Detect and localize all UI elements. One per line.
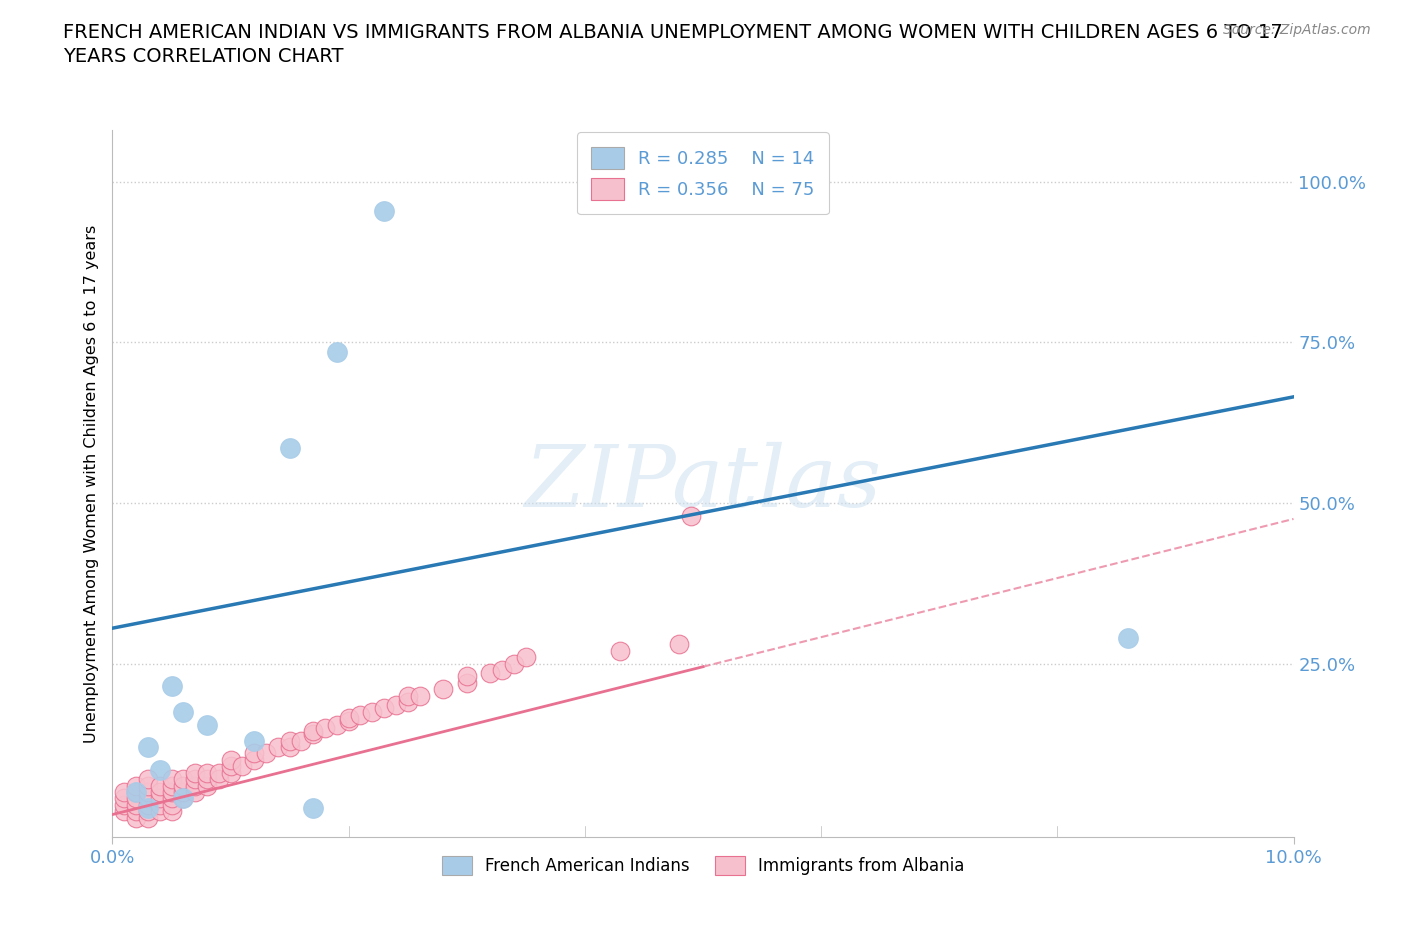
- Point: [314, 721, 336, 736]
- Point: [125, 791, 148, 806]
- Point: [184, 778, 207, 793]
- Point: [254, 746, 277, 761]
- Point: [208, 765, 231, 780]
- Point: [219, 752, 242, 767]
- Point: [172, 791, 194, 806]
- Point: [160, 797, 183, 812]
- Point: [172, 704, 194, 719]
- Point: [326, 344, 349, 359]
- Text: ZIPatlas: ZIPatlas: [524, 443, 882, 525]
- Point: [503, 656, 526, 671]
- Point: [160, 778, 183, 793]
- Point: [136, 791, 159, 806]
- Point: [373, 701, 395, 716]
- Point: [172, 791, 194, 806]
- Point: [149, 804, 172, 818]
- Legend: French American Indians, Immigrants from Albania: French American Indians, Immigrants from…: [429, 843, 977, 889]
- Point: [302, 801, 325, 816]
- Point: [456, 669, 478, 684]
- Point: [149, 778, 172, 793]
- Point: [243, 746, 266, 761]
- Point: [668, 637, 690, 652]
- Y-axis label: Unemployment Among Women with Children Ages 6 to 17 years: Unemployment Among Women with Children A…: [83, 224, 98, 743]
- Point: [337, 714, 360, 729]
- Point: [136, 785, 159, 800]
- Point: [149, 797, 172, 812]
- Point: [160, 772, 183, 787]
- Point: [432, 682, 454, 697]
- Point: [136, 797, 159, 812]
- Point: [160, 785, 183, 800]
- Text: Source: ZipAtlas.com: Source: ZipAtlas.com: [1223, 23, 1371, 37]
- Point: [136, 801, 159, 816]
- Point: [195, 717, 218, 732]
- Point: [112, 785, 135, 800]
- Point: [172, 778, 194, 793]
- Point: [160, 679, 183, 694]
- Point: [112, 804, 135, 818]
- Point: [349, 708, 371, 723]
- Point: [396, 688, 419, 703]
- Text: YEARS CORRELATION CHART: YEARS CORRELATION CHART: [63, 46, 344, 65]
- Point: [125, 785, 148, 800]
- Point: [681, 509, 703, 524]
- Point: [160, 804, 183, 818]
- Point: [302, 724, 325, 738]
- Point: [278, 733, 301, 748]
- Point: [125, 778, 148, 793]
- Point: [184, 765, 207, 780]
- Point: [136, 804, 159, 818]
- Point: [112, 797, 135, 812]
- Point: [136, 739, 159, 754]
- Point: [231, 759, 253, 774]
- Point: [125, 797, 148, 812]
- Point: [125, 804, 148, 818]
- Point: [373, 203, 395, 218]
- Point: [396, 695, 419, 710]
- Point: [149, 762, 172, 777]
- Point: [184, 772, 207, 787]
- Point: [456, 675, 478, 690]
- Point: [302, 726, 325, 741]
- Point: [515, 650, 537, 665]
- Point: [149, 791, 172, 806]
- Point: [136, 778, 159, 793]
- Point: [479, 666, 502, 681]
- Point: [1116, 631, 1139, 645]
- Point: [385, 698, 408, 712]
- Point: [361, 704, 384, 719]
- Point: [219, 759, 242, 774]
- Point: [160, 791, 183, 806]
- Point: [195, 772, 218, 787]
- Point: [337, 711, 360, 725]
- Point: [278, 441, 301, 456]
- Point: [125, 785, 148, 800]
- Point: [208, 772, 231, 787]
- Point: [491, 662, 513, 677]
- Point: [290, 733, 312, 748]
- Point: [136, 810, 159, 825]
- Point: [149, 785, 172, 800]
- Point: [172, 785, 194, 800]
- Point: [408, 688, 430, 703]
- Point: [243, 733, 266, 748]
- Point: [125, 810, 148, 825]
- Point: [184, 785, 207, 800]
- Point: [195, 765, 218, 780]
- Point: [243, 752, 266, 767]
- Point: [219, 765, 242, 780]
- Point: [267, 739, 290, 754]
- Point: [326, 717, 349, 732]
- Point: [172, 772, 194, 787]
- Point: [112, 791, 135, 806]
- Point: [609, 644, 631, 658]
- Text: FRENCH AMERICAN INDIAN VS IMMIGRANTS FROM ALBANIA UNEMPLOYMENT AMONG WOMEN WITH : FRENCH AMERICAN INDIAN VS IMMIGRANTS FRO…: [63, 23, 1284, 42]
- Point: [136, 772, 159, 787]
- Point: [195, 778, 218, 793]
- Point: [278, 739, 301, 754]
